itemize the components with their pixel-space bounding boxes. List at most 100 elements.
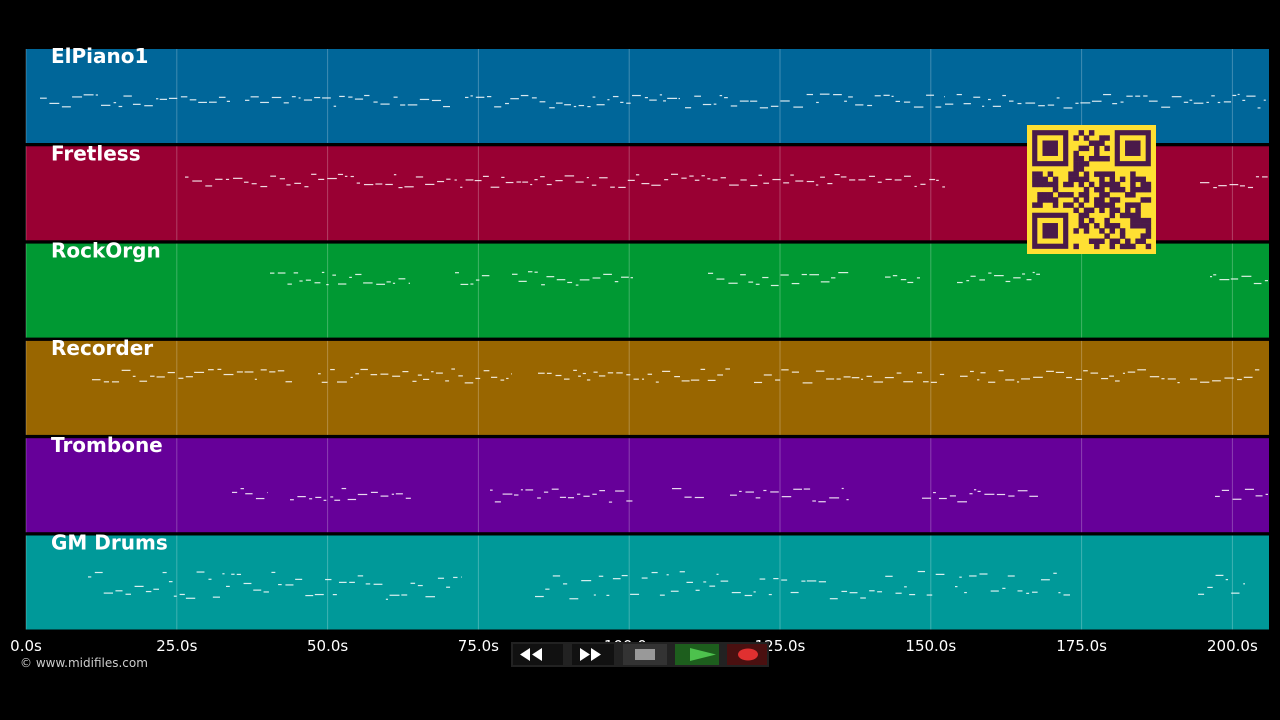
qr-module <box>1047 192 1054 198</box>
qr-module <box>1094 155 1100 162</box>
qr-module <box>1099 228 1105 234</box>
qr-module <box>1109 181 1116 188</box>
tick-label: 25.0s <box>156 637 197 655</box>
qr-module <box>1083 197 1090 203</box>
qr-module <box>1114 223 1121 229</box>
qr-module <box>1073 243 1079 250</box>
qr-module <box>1140 186 1146 193</box>
qr-module <box>1094 150 1100 157</box>
qr-module <box>1140 181 1146 188</box>
qr-module <box>1073 176 1079 183</box>
qr-module <box>1109 223 1116 229</box>
qr-module <box>1140 223 1146 229</box>
qr-module <box>1130 212 1136 219</box>
qr-module <box>1104 233 1110 239</box>
tick-label: 175.0s <box>1056 637 1107 655</box>
tick-label: 0.0s <box>10 637 42 655</box>
qr-module <box>1145 217 1152 224</box>
qr-module <box>1114 207 1121 214</box>
qr-module <box>1099 181 1105 188</box>
qr-module <box>1088 181 1095 188</box>
qr-module <box>1099 176 1105 183</box>
qr-module <box>1099 197 1105 203</box>
qr-module <box>1083 171 1090 177</box>
qr-module <box>1068 202 1074 208</box>
qr-finder <box>1042 140 1058 156</box>
qr-module <box>1073 166 1079 172</box>
qr-module <box>1083 176 1090 183</box>
qr-module <box>1078 212 1085 219</box>
qr-module <box>1145 243 1152 250</box>
qr-module <box>1088 217 1095 224</box>
track-lane <box>26 340 1269 435</box>
qr-module <box>1140 238 1146 244</box>
qr-module <box>1052 186 1059 193</box>
record-button[interactable] <box>727 644 767 665</box>
qr-module <box>1130 181 1136 188</box>
qr-module <box>1109 212 1116 219</box>
qr-module <box>1130 171 1136 177</box>
qr-module <box>1099 155 1105 162</box>
qr-module <box>1140 176 1146 183</box>
qr-module <box>1088 140 1095 146</box>
qr-module <box>1119 243 1126 250</box>
fast-forward-button[interactable] <box>572 644 614 665</box>
qr-module <box>1130 176 1136 183</box>
qr-module <box>1109 238 1116 244</box>
qr-module <box>1057 192 1064 198</box>
rewind-button[interactable] <box>513 644 563 665</box>
qr-module <box>1078 223 1085 229</box>
track-name: Trombone <box>51 433 163 457</box>
qr-module <box>1094 202 1100 208</box>
qr-module <box>1037 171 1043 177</box>
qr-module <box>1119 212 1126 219</box>
qr-module <box>1073 197 1079 203</box>
qr-module <box>1094 197 1100 203</box>
qr-module <box>1083 192 1090 198</box>
qr-code <box>1027 125 1156 254</box>
qr-module <box>1088 130 1095 136</box>
qr-module <box>1109 186 1116 193</box>
track-name: GM Drums <box>51 531 168 555</box>
qr-module <box>1037 202 1043 208</box>
qr-module <box>1037 197 1043 203</box>
qr-module <box>1125 243 1131 250</box>
stop-button[interactable] <box>623 644 667 665</box>
qr-module <box>1083 135 1090 141</box>
play-button[interactable] <box>675 644 719 665</box>
track-name: Fretless <box>51 141 141 165</box>
qr-module <box>1125 192 1131 198</box>
qr-module <box>1135 223 1141 229</box>
qr-module <box>1125 212 1131 219</box>
track-name: ElPiano1 <box>51 44 148 68</box>
qr-module <box>1073 135 1079 141</box>
qr-module <box>1078 202 1085 208</box>
qr-module <box>1135 207 1141 214</box>
qr-module <box>1083 228 1090 234</box>
qr-module <box>1032 176 1038 183</box>
qr-module <box>1099 140 1105 146</box>
qr-module <box>1078 166 1085 172</box>
qr-module <box>1078 130 1085 136</box>
qr-module <box>1083 145 1090 152</box>
credit: © www.midifiles.com <box>20 656 148 670</box>
qr-module <box>1083 161 1090 167</box>
qr-module <box>1073 207 1079 214</box>
qr-module <box>1140 197 1146 203</box>
qr-module <box>1135 212 1141 219</box>
qr-module <box>1109 228 1116 234</box>
qr-module <box>1099 186 1105 193</box>
qr-module <box>1042 192 1048 198</box>
qr-module <box>1047 171 1054 177</box>
tick-label: 50.0s <box>307 637 348 655</box>
qr-module <box>1068 181 1074 188</box>
qr-module <box>1135 202 1141 208</box>
track-lane <box>26 438 1269 533</box>
qr-module <box>1073 228 1079 234</box>
qr-module <box>1099 171 1105 177</box>
qr-module <box>1104 145 1110 152</box>
qr-module <box>1119 176 1126 183</box>
qr-module <box>1140 217 1146 224</box>
qr-module <box>1073 171 1079 177</box>
qr-module <box>1052 197 1059 203</box>
